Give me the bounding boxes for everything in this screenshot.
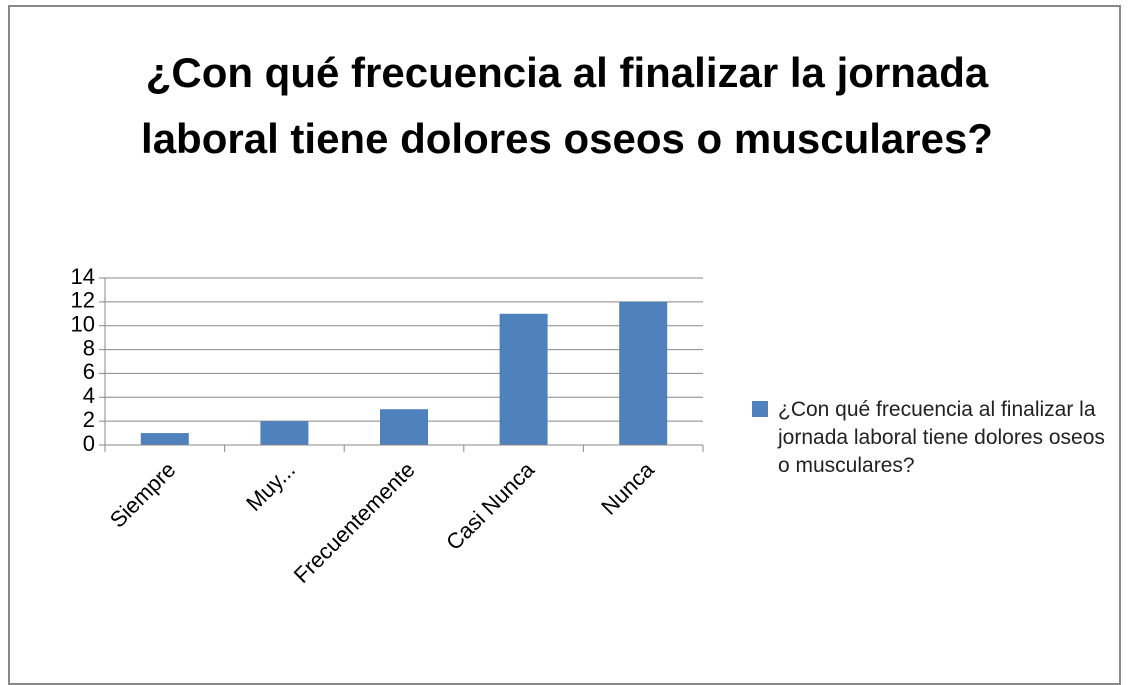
- legend-label: ¿Con qué frecuencia al finalizar la jorn…: [778, 398, 1105, 477]
- y-tick-label: 0: [83, 431, 95, 456]
- bar: [260, 421, 309, 445]
- bar: [380, 409, 428, 445]
- bar: [619, 301, 668, 445]
- x-tick-label: Frecuentemente: [289, 457, 420, 588]
- chart-title: ¿Con qué frecuencia al finalizar la jorn…: [141, 49, 993, 162]
- x-tick-label: Muy...: [241, 457, 300, 516]
- bar: [499, 313, 548, 445]
- y-tick-label: 8: [83, 335, 95, 360]
- y-tick-label: 10: [71, 312, 95, 337]
- y-tick-label: 14: [71, 264, 95, 289]
- legend-swatch: [752, 401, 768, 417]
- y-tick-label: 4: [83, 383, 95, 408]
- y-tick-label: 6: [83, 359, 95, 384]
- x-tick-label: Nunca: [596, 456, 659, 519]
- x-tick-label: Siempre: [105, 457, 181, 533]
- y-tick-label: 12: [71, 288, 95, 313]
- bar: [140, 433, 189, 445]
- x-tick-label: Casi Nunca: [441, 456, 540, 555]
- y-tick-label: 2: [83, 407, 95, 432]
